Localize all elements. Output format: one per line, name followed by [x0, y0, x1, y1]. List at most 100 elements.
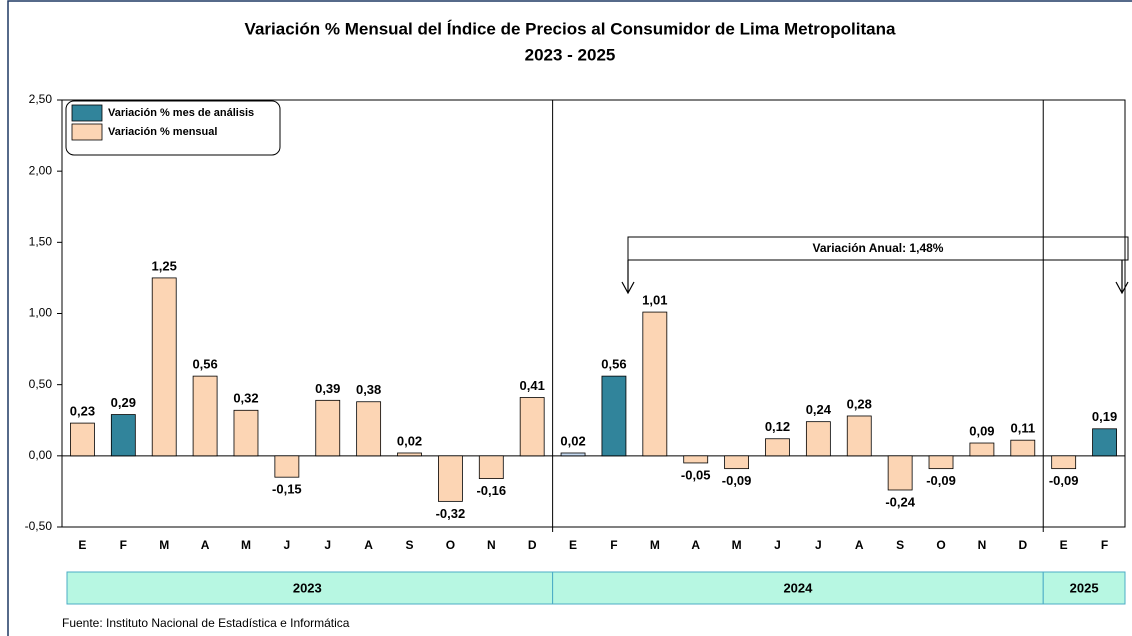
legend-box	[65, 100, 281, 156]
bar	[274, 455, 300, 478]
x-tick-label: M	[159, 538, 169, 552]
value-label: 0,19	[1092, 409, 1117, 424]
year-label: 2023	[293, 580, 322, 595]
bar	[151, 277, 177, 457]
source: Fuente: Instituto Nacional de Estadístic…	[62, 616, 350, 630]
year-band	[66, 571, 554, 605]
year-band	[1042, 571, 1126, 605]
bar	[356, 401, 382, 457]
x-tick-label: O	[446, 538, 455, 552]
bar	[805, 421, 831, 457]
value-label: 0,32	[233, 391, 258, 406]
value-label: 0,09	[969, 423, 994, 438]
value-label: -0,32	[436, 506, 466, 521]
year-label: 2024	[783, 580, 813, 595]
bar	[969, 442, 995, 457]
value-label: -0,15	[272, 482, 302, 497]
bar	[478, 455, 504, 480]
y-tick-label: 2,00	[29, 163, 53, 177]
x-tick-label: N	[487, 538, 496, 552]
bar	[233, 409, 259, 457]
y-tick-label: 0,00	[29, 448, 53, 462]
bar	[1092, 428, 1117, 457]
y-tick-label: -0,50	[25, 519, 53, 533]
x-tick-label: D	[528, 538, 537, 552]
value-label: 0,12	[765, 419, 790, 434]
legend-label: Variación % mensual	[108, 126, 217, 138]
x-tick-label: M	[241, 538, 251, 552]
value-label: 0,38	[356, 382, 381, 397]
bar	[110, 414, 136, 457]
x-tick-label: E	[78, 538, 86, 552]
bar	[601, 375, 627, 457]
bar	[438, 455, 463, 502]
x-tick-label: N	[978, 538, 987, 552]
legend-swatch	[71, 104, 103, 122]
y-tick-label: 2,50	[29, 92, 53, 106]
value-label: 0,41	[520, 378, 545, 393]
value-label: 0,23	[70, 404, 95, 419]
value-label: 1,01	[642, 293, 667, 308]
value-label: 0,56	[601, 357, 626, 372]
x-tick-label: S	[406, 538, 414, 552]
value-label: 0,39	[315, 381, 340, 396]
value-label: -0,09	[926, 473, 956, 488]
year-band	[552, 571, 1044, 605]
bar	[1010, 439, 1036, 457]
x-tick-label: E	[1060, 538, 1068, 552]
x-tick-label: A	[201, 538, 210, 552]
value-label: 0,28	[847, 396, 872, 411]
bar	[1051, 455, 1077, 470]
x-tick-label: S	[896, 538, 904, 552]
value-label: 0,02	[397, 433, 422, 448]
bar	[70, 422, 95, 457]
annotation: Variación Anual: 1,48%	[813, 241, 944, 255]
value-label: 0,29	[111, 395, 136, 410]
value-label: 1,25	[152, 258, 177, 273]
bar	[642, 311, 668, 457]
bar	[846, 415, 872, 457]
x-tick-label: D	[1018, 538, 1027, 552]
chart-subtitle: 2023 - 2025	[525, 45, 616, 64]
value-label: -0,09	[722, 473, 752, 488]
annotation-arrows	[621, 260, 1129, 295]
value-label: -0,05	[681, 467, 711, 482]
y-tick-label: 1,00	[29, 306, 53, 320]
x-tick-label: A	[691, 538, 700, 552]
value-label: 0,02	[560, 433, 585, 448]
x-tick-label: O	[936, 538, 945, 552]
x-tick-label: J	[324, 538, 331, 552]
value-label: -0,24	[885, 494, 915, 509]
x-tick-label: J	[774, 538, 781, 552]
year-label: 2025	[1070, 580, 1099, 595]
bar	[519, 397, 545, 457]
value-label: 0,24	[806, 402, 832, 417]
bar	[887, 455, 913, 491]
x-tick-label: J	[284, 538, 291, 552]
legend-swatch	[71, 123, 103, 141]
x-tick-label: F	[1101, 538, 1108, 552]
x-tick-label: J	[815, 538, 822, 552]
bar	[192, 375, 218, 457]
x-tick-label: E	[569, 538, 577, 552]
bar	[397, 452, 422, 457]
x-tick-label: A	[855, 538, 864, 552]
x-tick-label: A	[364, 538, 373, 552]
x-tick-label: M	[732, 538, 742, 552]
value-label: 0,56	[192, 357, 217, 372]
y-tick-label: 0,50	[29, 377, 53, 391]
value-label: 0,11	[1010, 421, 1035, 436]
annotation-box	[627, 236, 1129, 261]
bar	[928, 455, 954, 470]
x-tick-label: F	[120, 538, 127, 552]
bar	[765, 438, 790, 457]
x-tick-label: M	[650, 538, 660, 552]
y-tick-label: 1,50	[29, 235, 53, 249]
bar	[683, 455, 709, 464]
legend-label: Variación % mes de análisis	[108, 107, 254, 119]
x-tick-label: F	[610, 538, 617, 552]
value-label: -0,09	[1049, 473, 1079, 488]
chart-title: Variación % Mensual del Índice de Precio…	[245, 19, 896, 38]
value-label: -0,16	[476, 483, 506, 498]
